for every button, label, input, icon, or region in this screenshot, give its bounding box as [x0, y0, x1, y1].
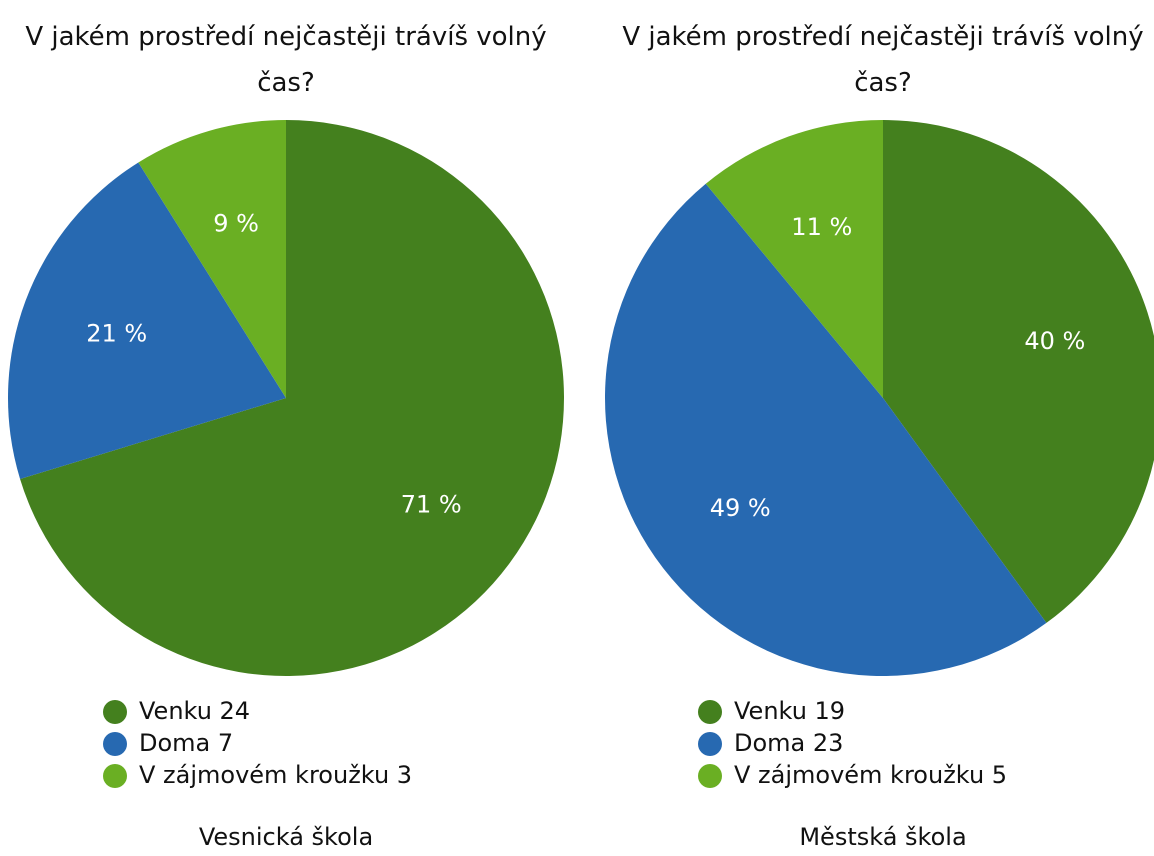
pie-slice — [604, 183, 1047, 677]
chart-title: V jakém prostředí nejčastěji trávíš voln… — [622, 22, 1144, 98]
legend-swatch — [103, 700, 127, 724]
slice-label: 40 % — [1024, 327, 1085, 355]
pie-slice — [883, 120, 1154, 623]
slice-label: 71 % — [401, 491, 462, 519]
legend-label: Doma 7 — [139, 729, 233, 757]
legend-label: V zájmovém kroužku 3 — [139, 761, 412, 789]
slice-label: 9 % — [213, 209, 259, 237]
legend-label: Doma 23 — [734, 729, 843, 757]
legend-swatch — [698, 732, 722, 756]
pie-slice — [7, 162, 286, 479]
pie-slice — [20, 120, 565, 676]
chart-caption: Vesnická škola — [199, 823, 373, 851]
legend-label: V zájmovém kroužku 5 — [734, 761, 1007, 789]
legend-swatch — [698, 764, 722, 788]
chart-caption: Městská škola — [799, 823, 966, 851]
legend-label: Venku 24 — [139, 697, 250, 725]
legend-swatch — [103, 764, 127, 788]
pie-slice — [705, 120, 883, 398]
slice-label: 11 % — [791, 213, 852, 241]
legend-swatch — [103, 732, 127, 756]
slice-label: 49 % — [710, 494, 771, 522]
chart-title: V jakém prostředí nejčastěji trávíš voln… — [25, 22, 547, 98]
pie-slice — [138, 120, 286, 398]
legend-label: Venku 19 — [734, 697, 845, 725]
legend-swatch — [698, 700, 722, 724]
slice-label: 21 % — [86, 320, 147, 348]
